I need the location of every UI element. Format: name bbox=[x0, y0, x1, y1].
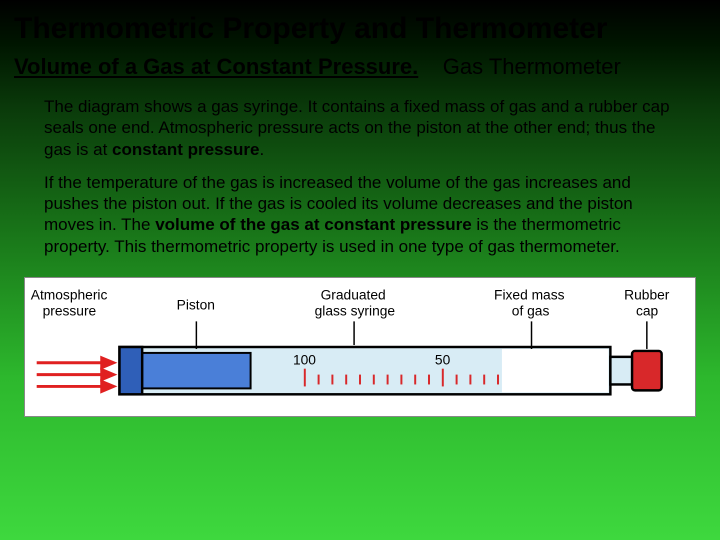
scale-100: 100 bbox=[293, 352, 316, 367]
label-fixed2: of gas bbox=[512, 303, 550, 318]
atmospheric-arrows bbox=[37, 358, 114, 392]
para1-bold: constant pressure bbox=[112, 140, 259, 159]
para2-bold: volume of the gas at constant pressure bbox=[155, 215, 471, 234]
piston-head bbox=[119, 347, 142, 394]
label-atm1: Atmospheric bbox=[31, 287, 108, 302]
label-rubber1: Rubber bbox=[624, 287, 670, 302]
para1-text-b: . bbox=[259, 140, 264, 159]
leader-lines bbox=[196, 321, 646, 349]
gas-region bbox=[502, 349, 608, 392]
label-fixed1: Fixed mass bbox=[494, 287, 565, 302]
label-piston: Piston bbox=[177, 297, 215, 312]
subtitle-rest: Gas Thermometer bbox=[443, 54, 621, 79]
syringe-svg: 100 50 Atmospheric pressure Piston Gradu… bbox=[25, 278, 695, 416]
subtitle: Volume of a Gas at Constant Pressure. Ga… bbox=[0, 50, 720, 90]
label-grad1: Graduated bbox=[321, 287, 386, 302]
page-title: Thermometric Property and Thermometer bbox=[0, 0, 720, 50]
rubber-cap bbox=[632, 351, 662, 390]
paragraph-1: The diagram shows a gas syringe. It cont… bbox=[0, 90, 720, 166]
syringe-diagram: 100 50 Atmospheric pressure Piston Gradu… bbox=[24, 277, 696, 417]
paragraph-2: If the temperature of the gas is increas… bbox=[0, 166, 720, 263]
label-atm2: pressure bbox=[43, 303, 97, 318]
piston-body bbox=[142, 353, 250, 388]
label-rubber2: cap bbox=[636, 303, 659, 318]
subtitle-underlined: Volume of a Gas at Constant Pressure. bbox=[14, 54, 418, 79]
label-grad2: glass syringe bbox=[315, 303, 396, 318]
scale-50: 50 bbox=[435, 352, 451, 367]
